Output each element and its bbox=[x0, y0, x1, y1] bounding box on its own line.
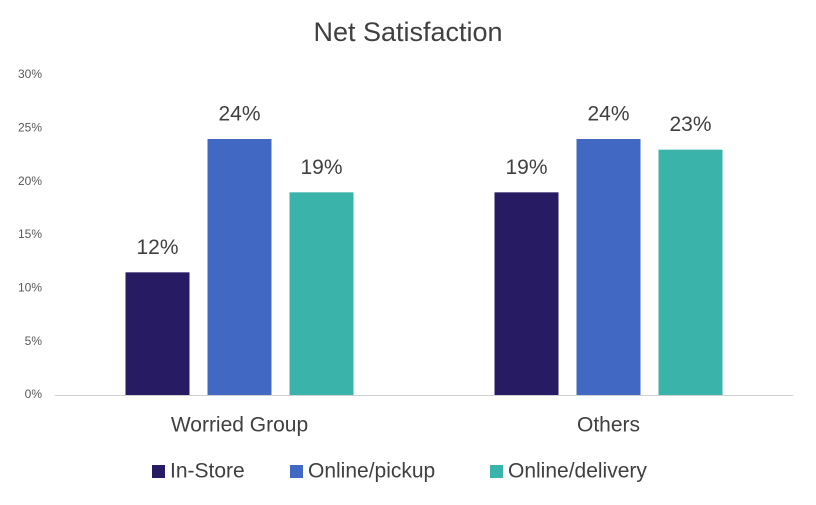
legend-swatch bbox=[290, 465, 303, 478]
legend-label: Online/pickup bbox=[308, 460, 435, 483]
data-label: 19% bbox=[505, 156, 547, 179]
chart-title: Net Satisfaction bbox=[313, 17, 502, 47]
y-tick-label: 25% bbox=[18, 121, 42, 135]
bar bbox=[289, 192, 354, 395]
data-label: 24% bbox=[587, 103, 629, 126]
data-label: 24% bbox=[218, 103, 260, 126]
bar bbox=[207, 139, 272, 395]
legend-label: In-Store bbox=[170, 460, 245, 483]
x-tick-label: Others bbox=[577, 414, 640, 437]
bar bbox=[494, 192, 559, 395]
y-tick-label: 0% bbox=[25, 387, 43, 401]
y-tick-label: 30% bbox=[18, 67, 42, 81]
legend-swatch bbox=[490, 465, 503, 478]
legend-swatch bbox=[152, 465, 165, 478]
data-label: 23% bbox=[669, 113, 711, 136]
x-tick-label: Worried Group bbox=[171, 414, 308, 437]
bar bbox=[658, 149, 723, 395]
data-label: 12% bbox=[136, 236, 178, 259]
y-tick-label: 10% bbox=[18, 281, 42, 295]
y-tick-label: 20% bbox=[18, 174, 42, 188]
y-tick-label: 5% bbox=[25, 334, 43, 348]
legend-label: Online/delivery bbox=[508, 460, 647, 483]
bar bbox=[576, 139, 641, 395]
y-tick-label: 15% bbox=[18, 227, 42, 241]
data-label: 19% bbox=[300, 156, 342, 179]
bar bbox=[125, 272, 190, 395]
